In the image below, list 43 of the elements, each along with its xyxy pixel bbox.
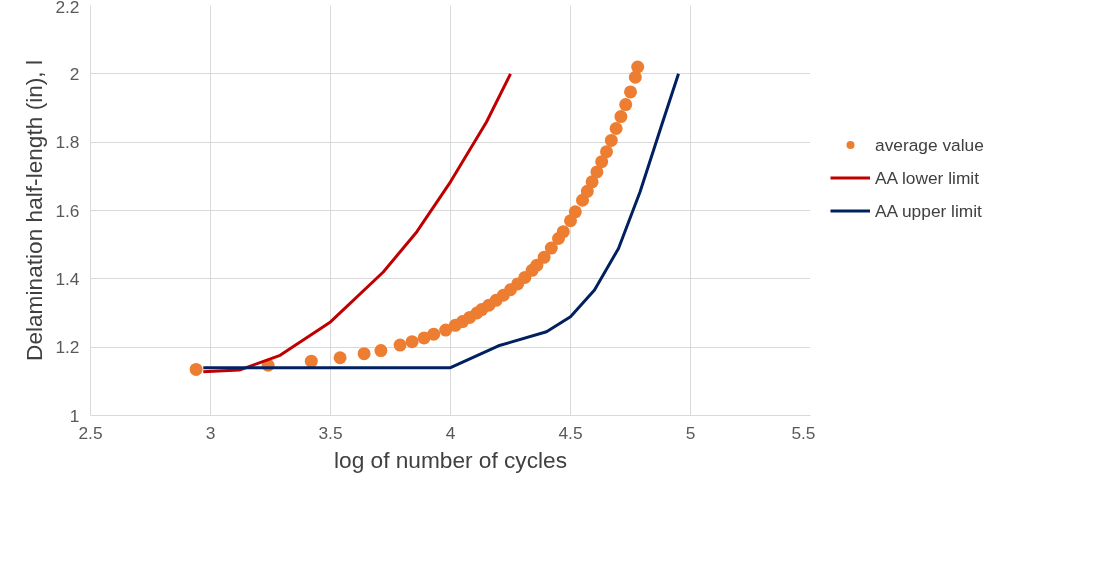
point — [595, 155, 609, 169]
y-tick-label: 1.6 — [55, 200, 80, 221]
point — [537, 250, 551, 264]
point — [189, 362, 203, 376]
point — [580, 184, 594, 198]
point — [600, 145, 613, 159]
x-axis-title: log of number of cycles — [334, 446, 567, 473]
legend-label: AA upper limit — [875, 200, 982, 221]
x-tick-label: 4.5 — [558, 422, 583, 443]
x-tick-label: 4 — [445, 422, 456, 443]
point — [427, 327, 441, 341]
point — [624, 85, 637, 99]
point — [631, 60, 645, 74]
legend-label: average value — [875, 134, 984, 155]
point — [585, 175, 599, 189]
y-tick-label: 1.8 — [55, 132, 80, 153]
point — [609, 122, 623, 135]
point — [604, 133, 618, 147]
point — [374, 344, 388, 358]
point — [614, 110, 628, 124]
point — [590, 165, 604, 179]
x-tick-label: 5.5 — [791, 422, 816, 443]
point — [568, 205, 582, 219]
point — [628, 70, 642, 84]
point — [393, 338, 407, 352]
point — [619, 98, 633, 112]
y-tick-label: 1.2 — [55, 337, 80, 358]
x-tick-label: 3 — [205, 422, 216, 443]
point — [357, 347, 371, 361]
y-tick-label: 2.2 — [55, 0, 80, 17]
point — [556, 225, 570, 239]
legend-label: AA lower limit — [875, 167, 979, 188]
y-tick-label: 1 — [69, 405, 80, 426]
point — [333, 351, 347, 365]
point — [439, 323, 453, 337]
point — [405, 335, 419, 349]
y-axis-title: Delamination half-length (in), l — [21, 60, 48, 361]
x-tick-label: 2.5 — [78, 422, 103, 443]
y-tick-label: 2 — [69, 63, 80, 84]
point — [544, 241, 558, 255]
x-tick-label: 3.5 — [318, 422, 343, 443]
y-tick-label: 1.4 — [55, 268, 80, 289]
x-tick-label: 5 — [685, 422, 696, 443]
